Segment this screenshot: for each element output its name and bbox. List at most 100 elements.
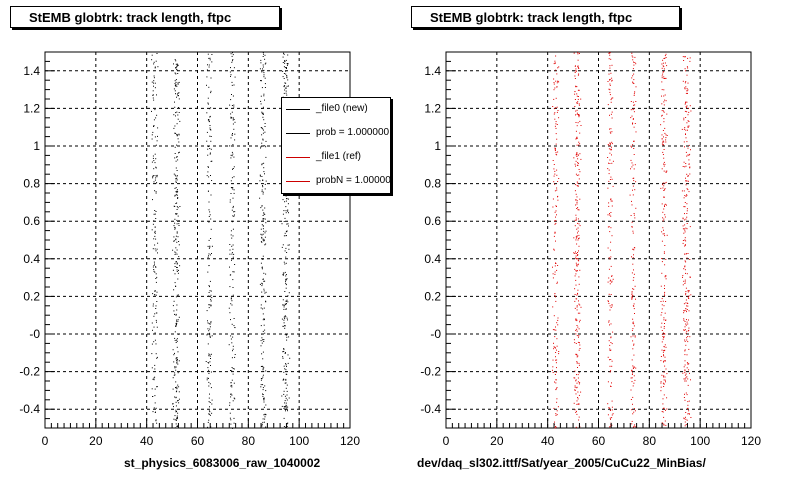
data-point	[661, 374, 663, 376]
data-point	[683, 161, 685, 163]
data-point	[262, 233, 264, 235]
data-point	[229, 286, 231, 288]
data-point	[207, 103, 209, 105]
data-point	[178, 95, 179, 97]
data-point	[553, 315, 555, 317]
data-point	[154, 395, 156, 397]
data-point	[157, 135, 158, 137]
data-point	[209, 414, 211, 416]
data-point	[609, 142, 611, 144]
data-point	[663, 336, 665, 338]
data-point	[263, 397, 265, 399]
data-point	[261, 333, 263, 335]
data-point	[553, 82, 555, 84]
data-point	[608, 320, 610, 322]
data-point	[174, 226, 176, 228]
data-point	[684, 378, 686, 380]
data-point	[611, 365, 613, 367]
data-point	[284, 62, 286, 64]
data-point	[175, 235, 177, 237]
data-point	[262, 376, 264, 378]
data-point	[661, 231, 663, 233]
data-point	[682, 166, 684, 167]
data-point	[577, 264, 579, 266]
data-point	[577, 252, 578, 253]
data-point	[154, 230, 156, 232]
data-point	[578, 154, 579, 156]
data-point	[612, 278, 614, 280]
data-point	[578, 364, 580, 366]
data-point	[286, 334, 288, 336]
data-point	[553, 108, 555, 110]
data-point	[609, 365, 611, 367]
data-point	[633, 111, 635, 113]
data-point	[556, 73, 558, 75]
data-point	[608, 202, 610, 204]
data-point	[231, 61, 233, 63]
data-point	[686, 105, 688, 107]
data-point	[684, 281, 686, 283]
data-point	[610, 227, 612, 229]
data-point	[684, 206, 686, 208]
data-point	[609, 305, 611, 307]
data-point	[609, 52, 611, 54]
data-point	[154, 109, 156, 111]
data-point	[176, 388, 178, 390]
data-point	[632, 177, 634, 179]
data-point	[155, 290, 156, 292]
data-point	[575, 284, 577, 286]
legend-label-file0: _file0 (new)	[316, 103, 368, 114]
data-point	[554, 118, 556, 120]
data-point	[662, 332, 664, 334]
data-point	[176, 390, 178, 392]
data-point	[208, 255, 209, 257]
data-point	[265, 414, 267, 416]
data-point	[283, 66, 285, 68]
data-point	[607, 81, 609, 82]
data-point	[154, 271, 156, 273]
data-point	[574, 78, 576, 79]
data-point	[230, 423, 232, 425]
data-point	[174, 366, 176, 368]
data-point	[664, 360, 666, 361]
data-point	[663, 95, 665, 97]
data-point	[151, 161, 153, 163]
data-point	[578, 362, 580, 364]
data-point	[178, 225, 180, 226]
data-point	[208, 209, 210, 211]
data-point	[153, 125, 155, 127]
data-point	[663, 383, 665, 385]
data-point	[231, 111, 233, 113]
data-point	[555, 80, 557, 82]
data-point	[631, 377, 633, 379]
data-point	[684, 269, 686, 271]
data-point	[685, 291, 687, 292]
data-point	[573, 52, 575, 54]
data-point	[611, 280, 613, 282]
data-point	[577, 270, 578, 272]
data-point	[558, 178, 560, 179]
panel-left-title: StEMB globtrk: track length, ftpc	[10, 6, 280, 28]
data-point	[288, 336, 290, 338]
data-point	[609, 231, 611, 233]
data-point	[688, 400, 690, 402]
data-point	[635, 367, 637, 369]
data-point	[686, 141, 688, 143]
data-point	[263, 119, 265, 121]
data-point	[689, 276, 691, 278]
data-point	[178, 386, 180, 388]
data-point	[689, 57, 691, 59]
data-point	[689, 173, 691, 175]
data-point	[153, 175, 155, 176]
data-point	[685, 392, 687, 394]
data-point	[263, 371, 265, 372]
data-point	[682, 80, 684, 82]
data-point	[664, 376, 666, 378]
data-point	[555, 413, 557, 415]
data-point	[575, 217, 577, 219]
legend-swatch-file0	[286, 109, 310, 110]
data-point	[232, 60, 233, 62]
data-point	[663, 89, 665, 91]
data-point	[154, 339, 156, 341]
data-point	[264, 236, 266, 238]
